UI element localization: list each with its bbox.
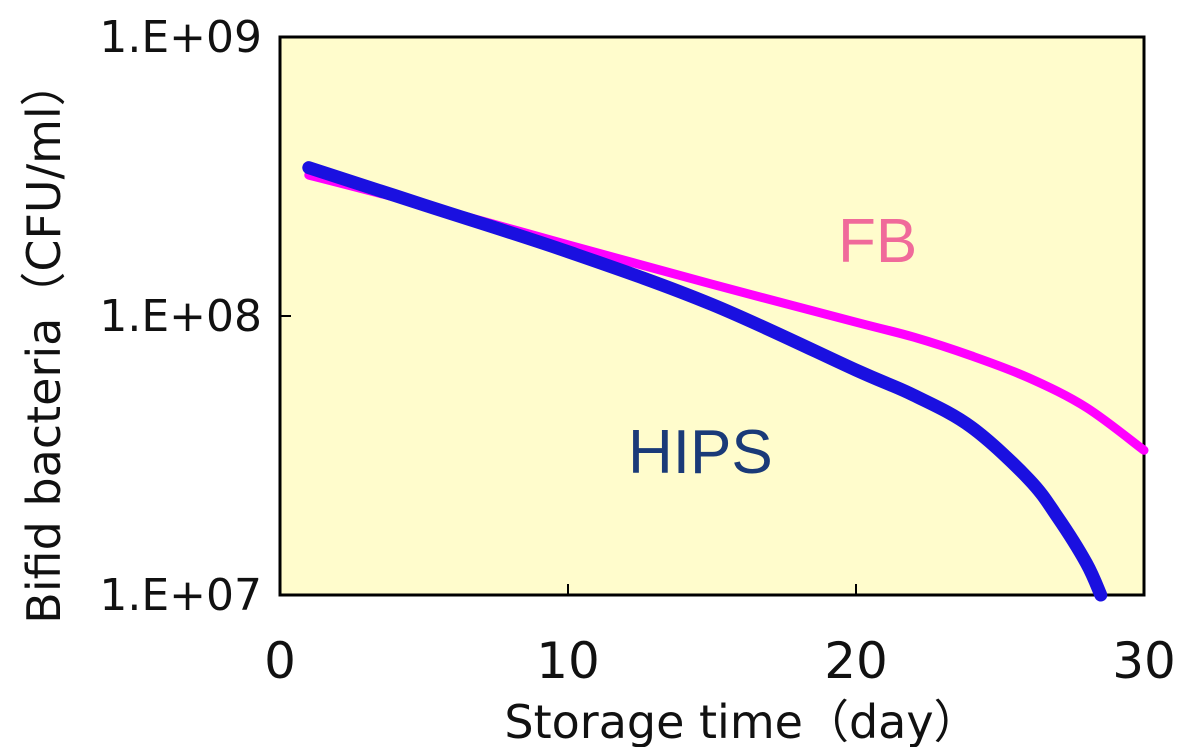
x-axis-title: Storage time（day） — [504, 695, 979, 747]
x-tick-label: 0 — [264, 632, 296, 690]
x-tick-label: 30 — [1112, 632, 1176, 690]
y-axis-title: Bifid bacteria（CFU/ml） — [17, 60, 71, 623]
series-label-hips: HIPS — [628, 418, 773, 487]
x-tick-label: 10 — [536, 632, 600, 690]
y-tick-label: 1.E+09 — [99, 12, 262, 63]
x-tick-label: 20 — [824, 632, 888, 690]
y-tick-label: 1.E+08 — [99, 291, 262, 342]
y-tick-label: 1.E+07 — [99, 570, 262, 621]
tick-labels: 0 10 20 30 1.E+07 1.E+08 1.E+09 — [99, 12, 1175, 690]
series-label-fb: FB — [838, 207, 917, 276]
ticks — [279, 36, 1145, 596]
plot-area — [278, 35, 1146, 597]
series-labels: FB HIPS — [628, 207, 917, 487]
series-line-hips — [302, 161, 1108, 602]
series-lines — [302, 161, 1149, 602]
